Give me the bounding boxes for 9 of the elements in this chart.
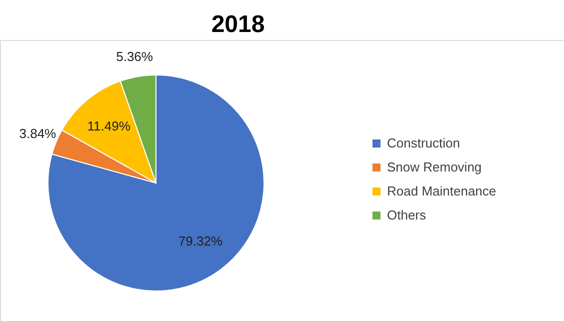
legend-label: Others	[387, 208, 427, 222]
chart-title: 2018	[211, 11, 265, 38]
legend-label: Construction	[387, 136, 460, 150]
data-label: 5.36%	[116, 48, 154, 64]
data-label: 3.84%	[19, 126, 57, 142]
legend-label: Road Maintenance	[387, 184, 496, 198]
data-label: 79.32%	[178, 233, 223, 248]
legend-label: Snow Removing	[387, 160, 482, 174]
data-label: 11.49%	[87, 118, 131, 134]
